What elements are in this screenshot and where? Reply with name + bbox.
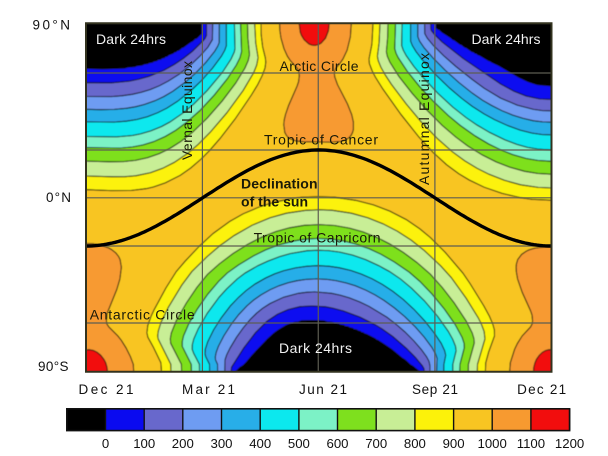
svg-text:800: 800 bbox=[404, 436, 426, 451]
svg-text:200: 200 bbox=[172, 436, 194, 451]
svg-text:Dec 21: Dec 21 bbox=[79, 382, 134, 397]
svg-text:Autumnal Equinox: Autumnal Equinox bbox=[416, 53, 432, 185]
svg-text:Vernal Equinox: Vernal Equinox bbox=[179, 61, 195, 160]
svg-text:Arctic Circle: Arctic Circle bbox=[280, 58, 359, 74]
svg-text:300: 300 bbox=[210, 436, 232, 451]
svg-text:Sep 21: Sep 21 bbox=[412, 382, 458, 397]
svg-text:500: 500 bbox=[288, 436, 310, 451]
svg-text:600: 600 bbox=[326, 436, 348, 451]
svg-text:Dec 21: Dec 21 bbox=[517, 382, 566, 397]
svg-text:1000: 1000 bbox=[478, 436, 507, 451]
svg-text:Dark 24hrs: Dark 24hrs bbox=[96, 31, 166, 47]
svg-text:Jun 21: Jun 21 bbox=[299, 382, 347, 397]
svg-text:of the sun: of the sun bbox=[241, 194, 308, 210]
svg-text:700: 700 bbox=[365, 436, 387, 451]
svg-text:0: 0 bbox=[102, 436, 109, 451]
svg-text:Dark 24hrs: Dark 24hrs bbox=[279, 340, 352, 356]
svg-text:1100: 1100 bbox=[517, 436, 545, 451]
svg-text:1200: 1200 bbox=[555, 436, 584, 451]
svg-text:100: 100 bbox=[133, 436, 155, 451]
svg-text:Tropic of Capricorn: Tropic of Capricorn bbox=[254, 230, 381, 246]
svg-text:Mar 21: Mar 21 bbox=[182, 382, 235, 397]
svg-text:Tropic of Cancer: Tropic of Cancer bbox=[264, 132, 378, 148]
svg-text:Antarctic Circle: Antarctic Circle bbox=[90, 307, 195, 323]
svg-text:Declination: Declination bbox=[241, 176, 318, 192]
svg-text:400: 400 bbox=[249, 436, 271, 451]
svg-text:900: 900 bbox=[443, 436, 465, 451]
svg-text:Dark 24hrs: Dark 24hrs bbox=[472, 31, 541, 47]
svg-text:90°S: 90°S bbox=[38, 359, 69, 374]
svg-text:0°N: 0°N bbox=[46, 190, 71, 205]
